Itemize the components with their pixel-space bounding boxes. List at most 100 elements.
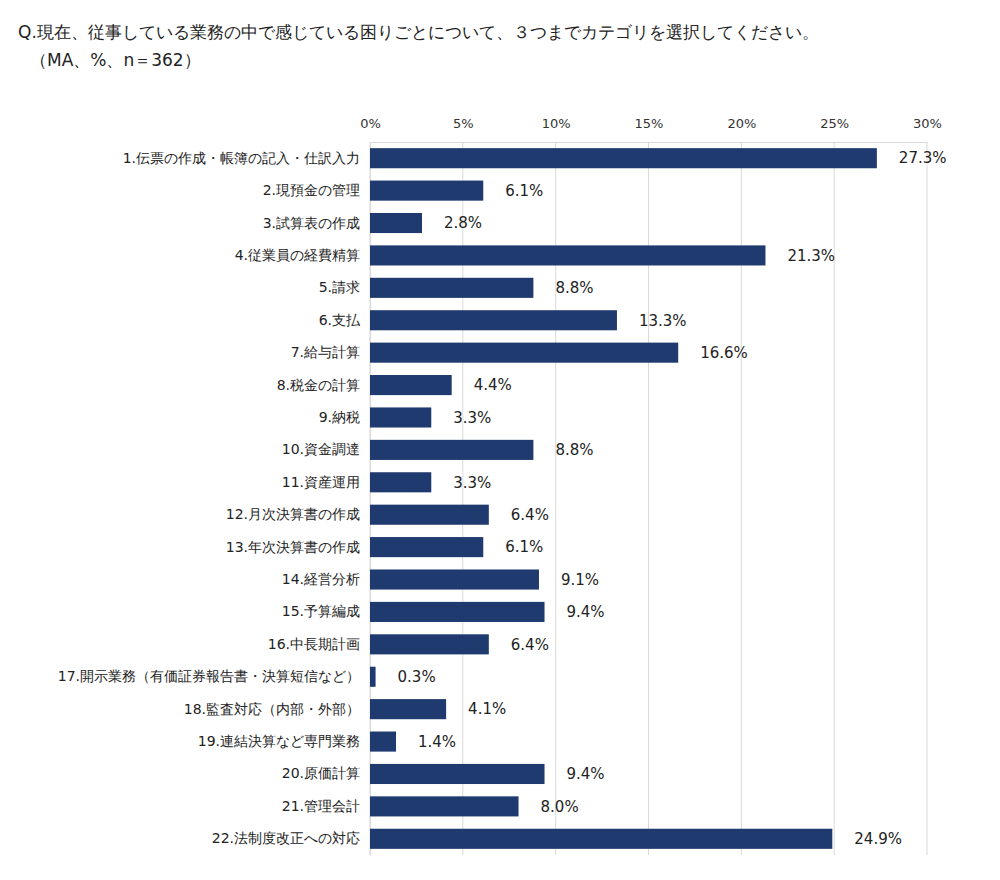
bar — [370, 343, 678, 363]
bar — [370, 699, 446, 719]
bars — [370, 148, 877, 849]
data-label: 1.4% — [418, 733, 456, 751]
bar — [370, 245, 765, 265]
x-tick: 30% — [913, 116, 942, 142]
y-tick-label: 6.支払 — [319, 312, 361, 328]
y-tick-label: 10.資金調達 — [282, 441, 360, 457]
bar — [370, 537, 483, 557]
y-tick-label: 17.開示業務（有価証券報告書・決算短信など） — [58, 668, 360, 684]
data-label: 0.3% — [398, 668, 436, 686]
subtitle: （MA、%、n＝362） — [30, 50, 201, 70]
bar — [370, 667, 376, 687]
bar — [370, 796, 519, 816]
title: Q.現在、従事している業務の中で感じている困りごとについて、３つまでカテゴリを選… — [18, 22, 819, 42]
bar — [370, 310, 617, 330]
y-axis: 1.伝票の作成・帳簿の記入・仕訳入力 2.現預金の管理 3.試算表の作成 4.従業員の… — [58, 143, 371, 856]
data-label: 6.1% — [505, 182, 543, 200]
y-tick: 22.法制度改正への対応 — [212, 830, 370, 846]
data-label: 3.3% — [453, 474, 491, 492]
data-label: 8.0% — [541, 798, 579, 816]
bar — [370, 375, 452, 395]
x-tick: 25% — [820, 116, 849, 142]
data-label: 6.1% — [505, 538, 543, 556]
data-label: 8.8% — [555, 279, 593, 297]
y-tick-label: 21.管理会計 — [282, 798, 360, 814]
bar — [370, 634, 489, 654]
bar — [370, 278, 533, 298]
x-tick: 0% — [360, 116, 381, 142]
data-label: 9.4% — [567, 603, 605, 621]
y-tick-label: 20.原価計算 — [282, 765, 360, 781]
data-labels: 27.3%6.1%2.8%21.3%8.8%13.3%16.6%4.4%3.3%… — [398, 149, 947, 848]
y-tick-label: 16.中長期計画 — [268, 636, 360, 652]
bar — [370, 505, 489, 525]
x-tick-label: 20% — [727, 116, 756, 131]
y-tick-label: 9.納税 — [319, 409, 360, 425]
data-label: 27.3% — [899, 149, 947, 167]
y-tick-label: 1.伝票の作成・帳簿の記入・仕訳入力 — [123, 150, 360, 166]
data-label: 2.8% — [444, 214, 482, 232]
data-label: 16.6% — [700, 344, 748, 362]
bar — [370, 764, 545, 784]
y-tick: 10.資金調達 — [282, 441, 370, 457]
y-tick: 4.従業員の経費精算 — [235, 247, 370, 263]
data-label: 13.3% — [639, 312, 687, 330]
bar — [370, 213, 422, 233]
y-tick-label: 8.税金の計算 — [277, 377, 360, 393]
x-tick-label: 10% — [542, 116, 571, 131]
bar — [370, 602, 545, 622]
x-tick-label: 30% — [913, 116, 942, 131]
x-tick: 5% — [453, 116, 474, 142]
y-tick: 6.支払 — [319, 312, 370, 328]
y-tick: 20.原価計算 — [282, 765, 370, 781]
bar — [370, 407, 431, 427]
x-axis-line — [371, 142, 928, 143]
bar — [370, 181, 483, 201]
y-tick: 9.納税 — [319, 409, 370, 425]
data-label: 8.8% — [555, 441, 593, 459]
y-tick: 18.監査対応（内部・外部） — [184, 701, 370, 717]
y-tick: 21.管理会計 — [282, 798, 370, 814]
y-tick: 11.資産運用 — [282, 474, 370, 490]
chart-svg: Q.現在、従事している業務の中で感じている困りごとについて、３つまでカテゴリを選… — [0, 0, 1000, 880]
bar — [370, 440, 533, 460]
y-tick: 8.税金の計算 — [277, 377, 370, 393]
bar — [370, 829, 832, 849]
data-label: 4.1% — [468, 700, 506, 718]
data-label: 6.4% — [511, 506, 549, 524]
y-tick-label: 3.試算表の作成 — [263, 215, 360, 231]
bar — [370, 569, 539, 589]
data-label: 9.4% — [567, 765, 605, 783]
y-tick-label: 4.従業員の経費精算 — [235, 247, 360, 263]
y-tick-label: 11.資産運用 — [282, 474, 360, 490]
y-tick-label: 2.現預金の管理 — [263, 182, 360, 198]
y-tick-label: 13.年次決算書の作成 — [226, 539, 360, 555]
y-tick: 15.予算編成 — [282, 603, 370, 619]
data-label: 3.3% — [453, 409, 491, 427]
x-tick-label: 25% — [820, 116, 849, 131]
y-tick-label: 7.給与計算 — [291, 344, 360, 360]
x-tick-label: 5% — [453, 116, 474, 131]
x-tick-label: 0% — [360, 116, 381, 131]
grid-line — [927, 142, 928, 855]
chart-container: Q.現在、従事している業務の中で感じている困りごとについて、３つまでカテゴリを選… — [0, 0, 1000, 880]
y-tick-label: 5.請求 — [319, 279, 360, 295]
bar — [370, 148, 877, 168]
bar — [370, 472, 431, 492]
y-tick: 5.請求 — [319, 279, 370, 295]
y-tick: 16.中長期計画 — [268, 636, 370, 652]
x-tick: 15% — [635, 116, 664, 142]
y-tick: 13.年次決算書の作成 — [226, 539, 370, 555]
x-tick: 10% — [542, 116, 571, 142]
data-label: 9.1% — [561, 571, 599, 589]
y-tick: 2.現預金の管理 — [263, 182, 370, 198]
grid — [370, 142, 927, 855]
y-tick: 7.給与計算 — [291, 344, 370, 360]
y-tick-label: 12.月次決算書の作成 — [226, 506, 360, 522]
y-tick: 12.月次決算書の作成 — [226, 506, 370, 522]
data-label: 24.9% — [854, 830, 902, 848]
y-tick-label: 14.経営分析 — [282, 571, 360, 587]
y-tick: 1.伝票の作成・帳簿の記入・仕訳入力 — [123, 150, 370, 166]
y-tick: 17.開示業務（有価証券報告書・決算短信など） — [58, 668, 370, 684]
y-tick-label: 22.法制度改正への対応 — [212, 830, 360, 846]
